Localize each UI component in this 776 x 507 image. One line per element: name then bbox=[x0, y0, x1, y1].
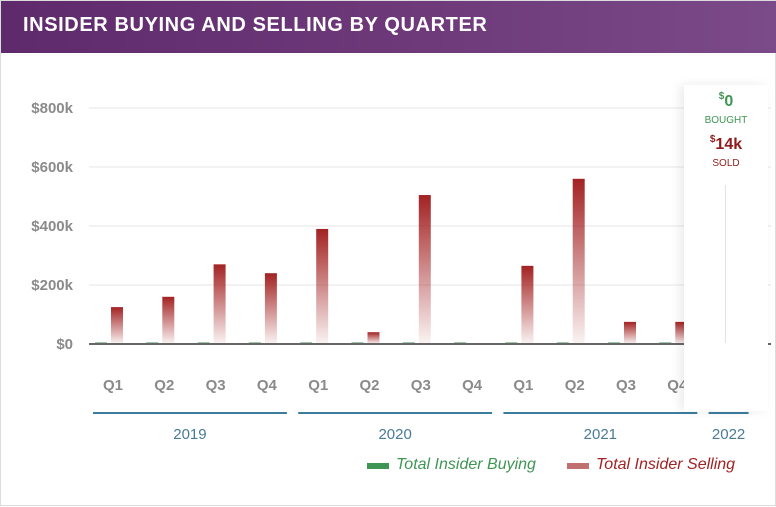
selling-bar[interactable] bbox=[521, 265, 534, 344]
sold-currency-symbol: $ bbox=[709, 134, 716, 145]
bought-label: BOUGHT bbox=[704, 115, 748, 126]
x-tick-label: Q4 bbox=[257, 377, 278, 394]
year-groups: 2019 2020 2021 2022 bbox=[93, 412, 749, 443]
y-tick-label: $600k bbox=[31, 159, 73, 176]
x-tick-label: Q4 bbox=[667, 377, 688, 394]
selling-bar[interactable] bbox=[162, 296, 175, 344]
y-axis-ticks: $0 $200k $400k $600k $800k bbox=[31, 100, 73, 353]
year-label: 2022 bbox=[712, 426, 745, 443]
selling-bar[interactable] bbox=[316, 228, 329, 344]
x-tick-label: Q1 bbox=[513, 377, 533, 394]
selling-bar[interactable] bbox=[213, 264, 226, 344]
selling-bar[interactable] bbox=[418, 195, 431, 344]
selling-bar[interactable] bbox=[264, 273, 277, 344]
selling-bar[interactable] bbox=[367, 332, 380, 344]
legend-label-buying: Total Insider Buying bbox=[396, 456, 536, 473]
year-label: 2019 bbox=[173, 426, 206, 443]
x-tick-label: Q3 bbox=[206, 377, 226, 394]
bought-amount: $0 bbox=[684, 91, 768, 111]
legend-swatch-selling bbox=[567, 463, 589, 469]
x-axis-ticks: Q1Q2Q3Q4Q1Q2Q3Q4Q1Q2Q3Q4Q1 bbox=[103, 377, 739, 394]
widget-header: INSIDER BUYING AND SELLING BY QUARTER bbox=[1, 1, 776, 53]
x-tick-label: Q1 bbox=[308, 377, 328, 394]
x-tick-label: Q2 bbox=[565, 377, 585, 394]
x-tick-label: Q3 bbox=[411, 377, 431, 394]
bought-currency-symbol: $ bbox=[718, 91, 725, 102]
sold-value: 14k bbox=[715, 136, 743, 153]
x-tick-label: Q1 bbox=[103, 377, 123, 394]
y-tick-label: $800k bbox=[31, 100, 73, 117]
widget-title: INSIDER BUYING AND SELLING BY QUARTER bbox=[23, 14, 488, 36]
y-tick-label: $200k bbox=[31, 277, 73, 294]
bought-value: 0 bbox=[724, 93, 734, 110]
selling-bar[interactable] bbox=[111, 307, 123, 344]
latest-quarter-highlight[interactable]: $0 BOUGHT $14k SOLD bbox=[684, 85, 768, 411]
sold-amount: $14k bbox=[684, 134, 768, 154]
selling-bar[interactable] bbox=[624, 321, 636, 344]
x-tick-label: Q2 bbox=[154, 377, 174, 394]
selling-bar[interactable] bbox=[572, 178, 585, 344]
y-tick-label: $400k bbox=[31, 218, 73, 235]
x-tick-label: Q3 bbox=[616, 377, 636, 394]
x-tick-label: Q2 bbox=[359, 377, 379, 394]
sold-label: SOLD bbox=[712, 158, 740, 169]
year-label: 2020 bbox=[378, 426, 411, 443]
highlight-divider-line bbox=[725, 185, 726, 343]
legend-label-selling: Total Insider Selling bbox=[596, 456, 736, 473]
legend-swatch-buying bbox=[367, 463, 389, 469]
x-tick-label: Q4 bbox=[462, 377, 483, 394]
bars bbox=[95, 178, 739, 345]
y-tick-label: $0 bbox=[56, 336, 73, 353]
year-label: 2021 bbox=[584, 426, 617, 443]
